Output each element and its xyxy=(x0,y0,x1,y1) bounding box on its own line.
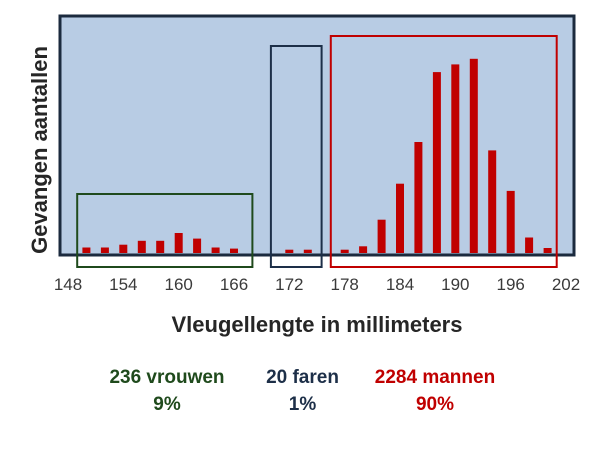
x-tick-184: 184 xyxy=(386,275,414,294)
bar-152 xyxy=(100,247,109,253)
x-tick-190: 190 xyxy=(441,275,469,294)
group-mannen-label: 2284 mannen xyxy=(374,367,496,388)
box-mannen xyxy=(329,35,558,268)
x-tick-202: 202 xyxy=(552,275,580,294)
group-faren-percent: 1% xyxy=(288,394,317,415)
bar-166 xyxy=(230,248,238,253)
bar-156 xyxy=(137,240,146,253)
box-faren xyxy=(269,45,323,268)
bar-186 xyxy=(414,142,423,253)
group-boxes xyxy=(76,35,558,268)
bar-150 xyxy=(82,247,91,253)
bar-192 xyxy=(469,58,478,253)
bar-182 xyxy=(377,219,386,253)
group-vrouwen-label: 236 vrouwen xyxy=(109,367,225,388)
bar-198 xyxy=(525,237,534,253)
group-mannen-percent: 90% xyxy=(415,394,455,415)
bar-158 xyxy=(156,240,165,253)
group-vrouwen: 236 vrouwen 9% xyxy=(92,364,242,418)
bar-160 xyxy=(174,233,183,253)
bar-178 xyxy=(340,249,349,253)
box-vrouwen xyxy=(76,193,254,268)
group-mannen: 2284 mannen 90% xyxy=(360,364,510,418)
bar-184 xyxy=(396,183,404,253)
x-tick-148: 148 xyxy=(54,275,82,294)
x-tick-166: 166 xyxy=(220,275,248,294)
bar-194 xyxy=(488,150,497,253)
bar-162 xyxy=(193,238,202,253)
plot-area xyxy=(58,14,576,257)
x-axis-label: Vleugellengte in millimeters xyxy=(172,312,463,337)
group-faren: 20 faren 1% xyxy=(245,364,360,418)
y-axis-label: Gevangen aantallen xyxy=(27,46,52,254)
bar-190 xyxy=(451,64,460,254)
bar-154 xyxy=(119,244,128,253)
x-tick-154: 154 xyxy=(109,275,137,294)
bar-174 xyxy=(303,249,312,253)
x-tick-172: 172 xyxy=(275,275,303,294)
group-faren-label: 20 faren xyxy=(266,367,339,388)
group-vrouwen-percent: 9% xyxy=(153,394,181,415)
x-tick-178: 178 xyxy=(331,275,359,294)
bars xyxy=(82,58,552,254)
bar-172 xyxy=(285,249,294,253)
x-tick-160: 160 xyxy=(165,275,193,294)
bar-196 xyxy=(506,190,515,253)
bar-188 xyxy=(432,72,441,253)
x-tick-196: 196 xyxy=(497,275,525,294)
bar-200 xyxy=(543,248,552,253)
x-tick-labels: 148 154 160 166 172 178 184 190 196 202 xyxy=(54,275,580,294)
bar-180 xyxy=(359,246,368,253)
bar-164 xyxy=(211,247,220,253)
